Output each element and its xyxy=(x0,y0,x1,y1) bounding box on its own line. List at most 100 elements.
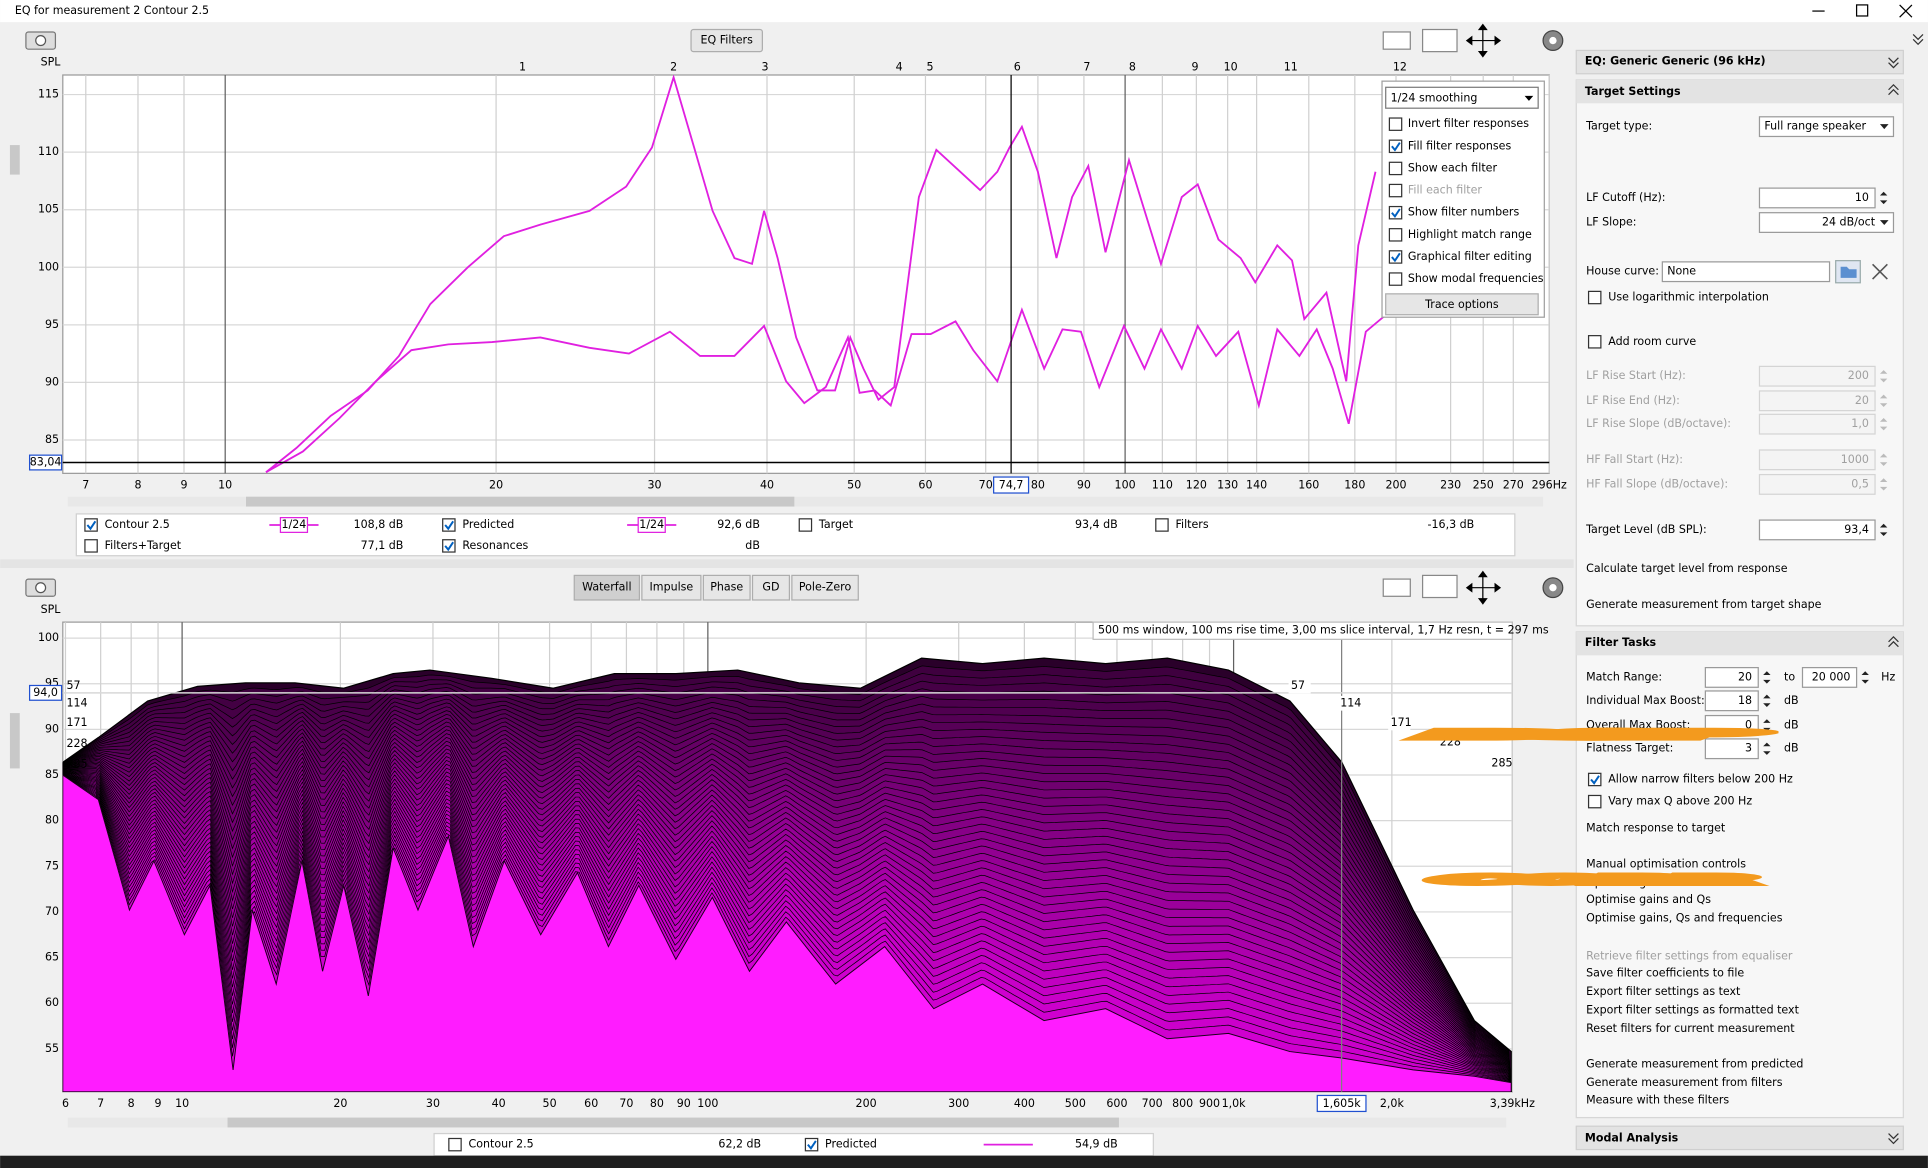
action-link[interactable]: Optimise gains xyxy=(1586,876,1669,889)
smoothing-box[interactable] xyxy=(637,516,666,533)
menu-option[interactable]: Show filter numbers xyxy=(1408,206,1520,219)
slice-label: 114 xyxy=(66,696,87,709)
action-link[interactable]: Generate measurement from target shape xyxy=(1586,598,1822,611)
action-link[interactable]: Optimise gains and Qs xyxy=(1586,893,1711,906)
text-input[interactable] xyxy=(1661,261,1831,283)
spinner[interactable] xyxy=(1879,523,1888,537)
clear-button[interactable] xyxy=(1872,263,1888,280)
x-tick-label: 7 xyxy=(97,1097,104,1110)
scroll-thumb[interactable] xyxy=(227,1117,1119,1128)
side-chevron[interactable] xyxy=(1912,33,1924,46)
scroll-thumb[interactable] xyxy=(245,496,795,507)
view-icon[interactable] xyxy=(1382,31,1411,50)
spinner[interactable] xyxy=(1879,191,1888,205)
dropdown[interactable] xyxy=(1758,212,1895,233)
info-box xyxy=(1092,621,1513,640)
checkbox[interactable] xyxy=(1587,794,1602,809)
checkbox[interactable] xyxy=(1388,183,1403,198)
x-tick-label: 900 xyxy=(1199,1097,1220,1110)
action-link[interactable]: Optimise gains, Qs and frequencies xyxy=(1586,911,1783,924)
tab[interactable] xyxy=(702,574,751,601)
checkbox[interactable] xyxy=(798,518,813,532)
menu-option[interactable]: Fill filter responses xyxy=(1408,139,1512,152)
menu-option[interactable]: Show each filter xyxy=(1408,161,1498,174)
tab[interactable] xyxy=(573,574,641,601)
menu-option[interactable]: Highlight match range xyxy=(1408,228,1532,241)
checkbox[interactable] xyxy=(84,539,98,553)
menu-option[interactable]: Invert filter responses xyxy=(1408,117,1529,130)
v-scroll-thumb[interactable] xyxy=(9,145,20,175)
smoothing-box[interactable] xyxy=(279,516,309,533)
dropdown[interactable] xyxy=(1758,116,1895,138)
slice-label: 228 xyxy=(1440,736,1461,749)
checkbox[interactable] xyxy=(1587,290,1602,305)
filter-number: 4 xyxy=(896,61,903,74)
menu-option[interactable]: Graphical filter editing xyxy=(1408,250,1532,263)
splitter[interactable] xyxy=(0,559,1574,569)
tab[interactable] xyxy=(641,574,702,601)
layout-icon[interactable] xyxy=(1421,574,1458,599)
action-link[interactable]: Calculate target level from response xyxy=(1586,562,1788,575)
x-tick-label: 8 xyxy=(128,1097,135,1110)
eq-filters-button[interactable] xyxy=(690,28,763,53)
input-value: 0,5 xyxy=(1851,477,1869,490)
action-link[interactable]: Export filter settings as formatted text xyxy=(1586,1004,1799,1017)
checkbox[interactable] xyxy=(1388,228,1403,242)
cursor-x-label: 1,605k xyxy=(1323,1097,1362,1110)
spinner[interactable] xyxy=(1861,671,1869,684)
text-input[interactable] xyxy=(1704,666,1759,688)
close-button[interactable] xyxy=(1899,4,1913,18)
text-input[interactable] xyxy=(1704,714,1759,736)
action-link[interactable]: Reset filters for current measurement xyxy=(1586,1022,1795,1035)
spinner[interactable] xyxy=(1763,742,1771,755)
action-link[interactable]: Manual optimisation controls xyxy=(1586,857,1746,870)
tab-label: Pole-Zero xyxy=(799,581,852,594)
checkbox-label[interactable]: Add room curve xyxy=(1608,335,1696,348)
menu-option[interactable]: Fill each filter xyxy=(1408,184,1483,197)
smoothing-dropdown[interactable] xyxy=(1385,86,1539,109)
tab[interactable] xyxy=(751,574,791,601)
spinner[interactable] xyxy=(1763,719,1771,732)
h-scrollbar[interactable] xyxy=(67,496,1544,507)
section-header[interactable] xyxy=(1575,1125,1904,1151)
filter-number: 10 xyxy=(1224,61,1238,74)
panel-header[interactable] xyxy=(1575,49,1904,75)
text-input[interactable] xyxy=(1801,666,1858,688)
action-link[interactable]: Generate measurement from filters xyxy=(1586,1076,1783,1089)
checkbox[interactable] xyxy=(1587,335,1602,349)
section-header[interactable] xyxy=(1576,631,1904,656)
move-icon[interactable] xyxy=(1465,23,1502,58)
menu-option[interactable]: Show modal frequencies xyxy=(1408,272,1544,285)
text-input[interactable] xyxy=(1758,519,1876,541)
checkbox[interactable] xyxy=(1388,161,1403,176)
text-input[interactable] xyxy=(1704,690,1759,712)
text-input[interactable] xyxy=(1758,187,1876,209)
action-link[interactable]: Save filter coefficients to file xyxy=(1586,967,1744,980)
move-icon[interactable] xyxy=(1465,570,1502,605)
spinner[interactable] xyxy=(1763,671,1771,684)
action-link: Retrieve filter settings from equaliser xyxy=(1586,950,1793,963)
checkbox-label[interactable]: Allow narrow filters below 200 Hz xyxy=(1608,772,1793,785)
action-link[interactable]: Generate measurement from predicted xyxy=(1586,1058,1803,1071)
spinner[interactable] xyxy=(1763,694,1771,707)
text-input[interactable] xyxy=(1704,738,1759,760)
checkbox-label[interactable]: Use logarithmic interpolation xyxy=(1608,291,1769,304)
checkbox[interactable] xyxy=(1155,518,1169,532)
slice-label-bg xyxy=(1337,695,1360,711)
action-link[interactable]: Measure with these filters xyxy=(1586,1093,1729,1106)
action-link[interactable]: Match response to target xyxy=(1586,822,1726,835)
checkbox[interactable] xyxy=(448,1137,462,1152)
layout-icon[interactable] xyxy=(1421,28,1458,53)
slice-label: 171 xyxy=(66,716,87,729)
view-icon[interactable] xyxy=(1382,578,1411,597)
checkbox[interactable] xyxy=(1388,117,1403,131)
section-header[interactable] xyxy=(1576,79,1904,104)
checkbox-label[interactable]: Vary max Q above 200 Hz xyxy=(1608,795,1752,808)
action-link[interactable]: Export filter settings as text xyxy=(1586,985,1741,998)
checkbox[interactable] xyxy=(1388,272,1403,286)
trace-options-button[interactable] xyxy=(1385,293,1539,316)
maximize-button[interactable] xyxy=(1855,4,1869,17)
v-scroll-thumb[interactable] xyxy=(9,713,20,769)
tab[interactable] xyxy=(791,574,859,601)
